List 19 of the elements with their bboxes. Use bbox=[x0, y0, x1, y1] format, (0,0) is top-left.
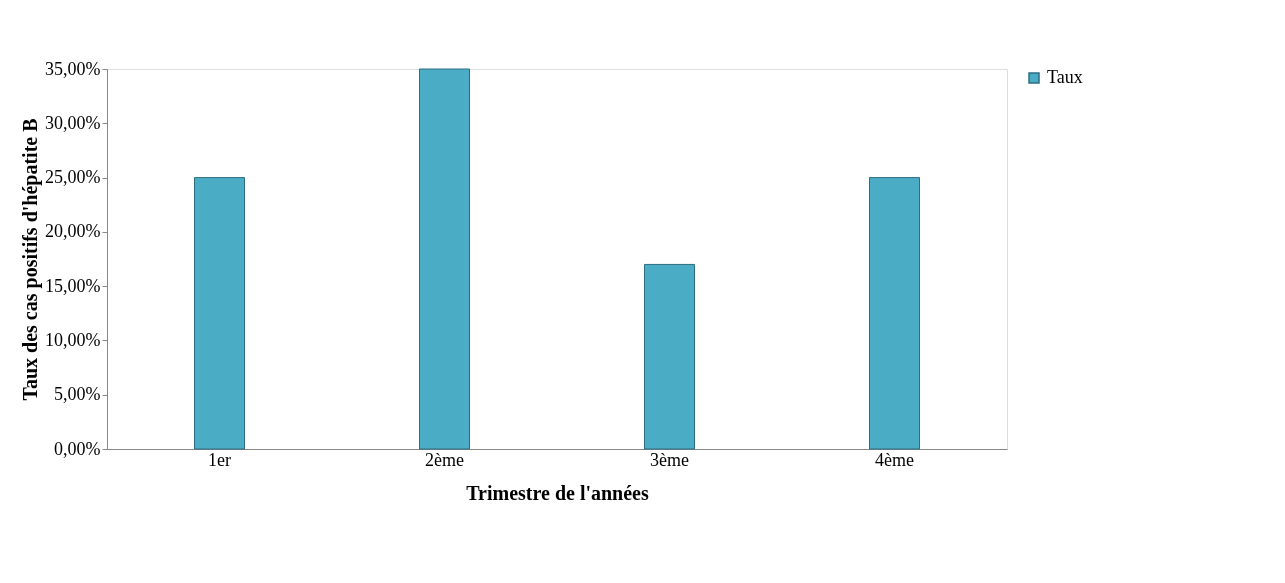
bar bbox=[869, 177, 920, 450]
y-tick-label: 5,00% bbox=[54, 384, 101, 405]
x-tick-label: 2ème bbox=[425, 449, 464, 470]
bar bbox=[419, 68, 470, 450]
x-axis-title: Trimestre de l'années bbox=[466, 481, 649, 504]
x-tick-label: 3ème bbox=[650, 449, 689, 470]
y-tick-label: 10,00% bbox=[45, 329, 101, 350]
y-tick-label: 25,00% bbox=[45, 167, 101, 188]
bar bbox=[644, 263, 695, 450]
y-axis-title: Taux des cas positifs d'hépatite B bbox=[19, 118, 43, 401]
y-tick-label: 20,00% bbox=[45, 221, 101, 242]
y-tick-label: 0,00% bbox=[54, 438, 101, 459]
y-tick-label: 30,00% bbox=[45, 112, 101, 133]
y-tick-label: 35,00% bbox=[45, 58, 101, 79]
x-tick-label: 4ème bbox=[875, 449, 914, 470]
legend-label: Taux bbox=[1047, 67, 1083, 87]
y-tick-label: 15,00% bbox=[45, 275, 101, 296]
x-tick-label: 1er bbox=[208, 449, 231, 470]
bar bbox=[194, 177, 245, 450]
